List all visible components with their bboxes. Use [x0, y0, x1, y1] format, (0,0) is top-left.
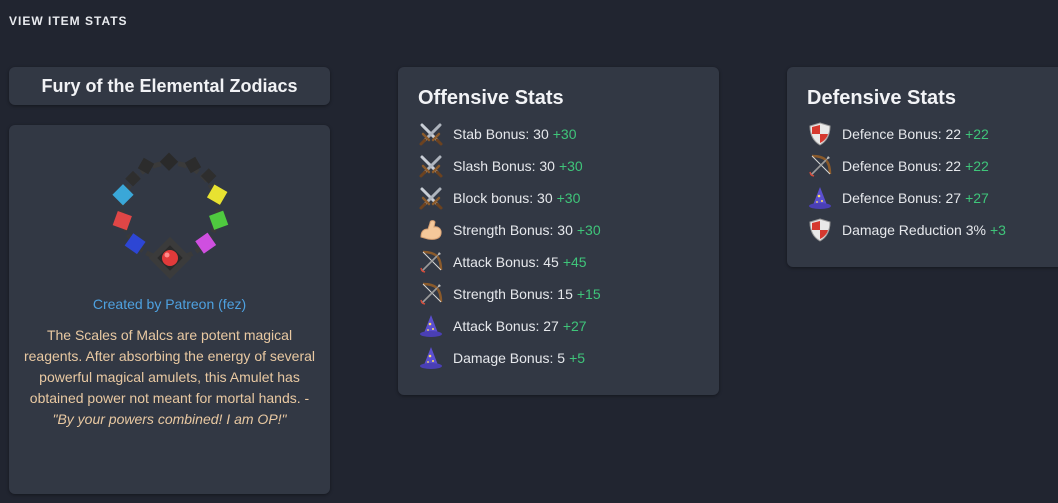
bow-and-arrow-icon	[418, 249, 444, 275]
defensive-stats-list: Defence Bonus: 22 +22 Defence Bonus: 22 +22…	[807, 118, 1057, 246]
shield-icon	[807, 121, 833, 147]
stat-label: Attack Bonus: 27	[453, 318, 559, 334]
stat-label: Block bonus: 30	[453, 190, 553, 206]
wizard-hat-icon	[418, 313, 444, 339]
offensive-stat-row: Attack Bonus: 45 +45	[418, 246, 699, 278]
offensive-stat-row: Block bonus: 30 +30	[418, 182, 699, 214]
stat-label: Strength Bonus: 15	[453, 286, 573, 302]
defensive-stat-row: Damage Reduction 3% +3	[807, 214, 1057, 246]
creator-link[interactable]: Created by Patreon (fez)	[92, 296, 247, 312]
stat-bonus: +30	[576, 222, 601, 238]
item-description: The Scales of Malcs are potent magical r…	[20, 325, 320, 430]
stat-label: Slash Bonus: 30	[453, 158, 555, 174]
offensive-stat-row: Damage Bonus: 5 +5	[418, 342, 699, 374]
bow-and-arrow-icon	[418, 281, 444, 307]
offensive-stat-row: Strength Bonus: 15 +15	[418, 278, 699, 310]
stat-bonus: +22	[965, 126, 989, 142]
item-title-card: Fury of the Elemental Zodiacs	[9, 67, 330, 105]
bow-and-arrow-icon	[807, 153, 833, 179]
offensive-stat-row: Strength Bonus: 30 +30	[418, 214, 699, 246]
defensive-stats-card: Defensive Stats Defence Bonus: 22 +22 Defe…	[787, 67, 1058, 267]
stat-bonus: +27	[562, 318, 587, 334]
shield-icon	[807, 217, 833, 243]
offensive-stats-list: Stab Bonus: 30 +30 Slash Bonus: 30 +30 Block…	[418, 118, 699, 374]
stat-label: Attack Bonus: 45	[453, 254, 559, 270]
offensive-stat-row: Stab Bonus: 30 +30	[418, 118, 699, 150]
wizard-hat-icon	[418, 345, 444, 371]
stat-bonus: +27	[965, 190, 989, 206]
stat-bonus: +30	[552, 126, 577, 142]
offensive-stat-row: Slash Bonus: 30 +30	[418, 150, 699, 182]
stat-label: Defence Bonus: 27	[842, 190, 962, 206]
stat-bonus: +45	[562, 254, 587, 270]
stat-bonus: +3	[989, 222, 1006, 238]
offensive-stat-row: Attack Bonus: 27 +27	[418, 310, 699, 342]
stat-bonus: +30	[558, 158, 583, 174]
offensive-stats-card: Offensive Stats Stab Bonus: 30 +30 Slash B…	[398, 67, 719, 395]
offensive-stats-title: Offensive Stats	[418, 87, 564, 109]
section-heading: VIEW ITEM STATS	[9, 14, 128, 28]
stat-label: Defence Bonus: 22	[842, 158, 962, 174]
defensive-stat-row: Defence Bonus: 27 +27	[807, 182, 1057, 214]
stat-label: Damage Bonus: 5	[453, 350, 566, 366]
defensive-stat-row: Defence Bonus: 22 +22	[807, 150, 1057, 182]
stat-bonus: +22	[965, 158, 989, 174]
crossed-swords-icon	[418, 121, 444, 147]
stat-bonus: +15	[576, 286, 601, 302]
stat-bonus: +5	[569, 350, 586, 366]
stat-label: Stab Bonus: 30	[453, 126, 549, 142]
description-quote: "By your powers combined! I am OP!"	[52, 411, 287, 427]
stat-label: Damage Reduction 3%	[842, 222, 986, 238]
stat-label: Strength Bonus: 30	[453, 222, 573, 238]
defensive-stats-title: Defensive Stats	[807, 87, 956, 109]
amulet-icon	[111, 152, 228, 279]
description-text: The Scales of Malcs are potent magical r…	[23, 327, 316, 406]
stat-label: Defence Bonus: 22	[842, 126, 962, 142]
item-detail-card: Created by Patreon (fez) The Scales of M…	[9, 125, 330, 494]
item-name: Fury of the Elemental Zodiacs	[41, 75, 298, 96]
defensive-stat-row: Defence Bonus: 22 +22	[807, 118, 1057, 150]
crossed-swords-icon	[418, 153, 444, 179]
crossed-swords-icon	[418, 185, 444, 211]
wizard-hat-icon	[807, 185, 833, 211]
flexed-bicep-icon	[418, 217, 444, 243]
stat-bonus: +30	[556, 190, 581, 206]
